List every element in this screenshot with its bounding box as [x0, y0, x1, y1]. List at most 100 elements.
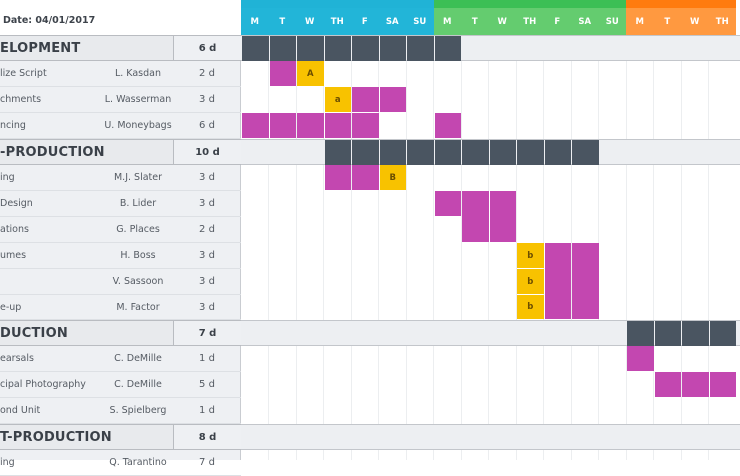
day-header[interactable]: SA: [571, 8, 599, 35]
task-bar-cell[interactable]: [572, 243, 599, 319]
task-bar-cell[interactable]: [269, 61, 296, 86]
phase-row[interactable]: DUCTION 7 d: [0, 320, 241, 346]
milestone-cell[interactable]: B: [379, 165, 406, 190]
task-bar-cell[interactable]: [462, 191, 489, 242]
task-row[interactable]: lize Script L. Kasdan 2 d: [0, 61, 241, 87]
task-row[interactable]: cipal Photography C. DeMille 5 d: [0, 372, 241, 398]
grid-line: [295, 35, 297, 460]
task-row[interactable]: Design B. Lider 3 d: [0, 191, 241, 217]
day-header[interactable]: M: [433, 8, 461, 35]
summary-bar-cell[interactable]: [297, 36, 324, 61]
summary-bar-cell[interactable]: [352, 36, 379, 61]
day-header[interactable]: SA: [378, 8, 406, 35]
summary-bar-cell[interactable]: [407, 140, 434, 165]
day-header[interactable]: SU: [406, 8, 434, 35]
summary-bar-cell[interactable]: [572, 140, 599, 165]
task-bar-cell[interactable]: [379, 87, 406, 112]
assignee: S. Spielberg: [109, 405, 167, 416]
day-header[interactable]: T: [461, 8, 489, 35]
task-row[interactable]: chments L. Wasserman 3 d: [0, 87, 241, 113]
task-bar-cell[interactable]: [352, 87, 379, 112]
grid-line: [405, 35, 407, 460]
day-header[interactable]: M: [626, 8, 654, 35]
day-header[interactable]: W: [296, 8, 324, 35]
summary-bar-cell[interactable]: [434, 140, 461, 165]
summary-bar-cell[interactable]: [324, 36, 351, 61]
day-header[interactable]: W: [488, 8, 516, 35]
duration: 2 d: [199, 224, 215, 235]
task-row[interactable]: ncing U. Moneybags 6 d: [0, 113, 241, 139]
task-name: lize Script: [0, 68, 47, 79]
summary-bar-cell[interactable]: [242, 36, 269, 61]
task-timeline-row: [241, 217, 740, 243]
grid-line: [598, 35, 599, 460]
summary-bar-cell[interactable]: [517, 140, 544, 165]
task-bar-cell[interactable]: [544, 243, 571, 319]
task-row[interactable]: earsals C. DeMille 1 d: [0, 346, 241, 372]
summary-bar-cell[interactable]: [379, 36, 406, 61]
day-header[interactable]: TH: [516, 8, 544, 35]
week-band-3: [626, 0, 736, 8]
task-bar-cell[interactable]: [654, 372, 681, 397]
task-row[interactable]: e-up M. Factor 3 d: [0, 295, 241, 320]
task-bar-cell[interactable]: [324, 165, 351, 190]
summary-bar-cell[interactable]: [627, 321, 654, 346]
task-row[interactable]: ing M.J. Slater 3 d: [0, 165, 241, 191]
phase-row[interactable]: -PRODUCTION 10 d: [0, 139, 241, 165]
day-header[interactable]: TH: [708, 8, 736, 35]
grid-line: [680, 35, 682, 460]
day-header[interactable]: M: [241, 8, 269, 35]
summary-bar-cell[interactable]: [434, 36, 461, 61]
summary-bar-cell[interactable]: [352, 140, 379, 165]
task-timeline-row: b: [241, 295, 740, 320]
task-row[interactable]: ations G. Places 2 d: [0, 217, 241, 243]
day-header[interactable]: F: [543, 8, 571, 35]
phase-row[interactable]: T-PRODUCTION 8 d: [0, 424, 241, 450]
summary-bar-cell[interactable]: [379, 140, 406, 165]
summary-bar-cell[interactable]: [489, 140, 516, 165]
summary-bar-cell[interactable]: [462, 140, 489, 165]
day-header[interactable]: F: [351, 8, 379, 35]
duration: 6 d: [173, 36, 241, 60]
day-header[interactable]: SU: [598, 8, 626, 35]
phase-row[interactable]: ELOPMENT 6 d: [0, 35, 241, 61]
summary-bar-cell[interactable]: [654, 321, 681, 346]
milestone-cell[interactable]: a: [324, 87, 351, 112]
task-bar-cell[interactable]: [352, 165, 379, 190]
task-bar-cell[interactable]: [489, 191, 516, 242]
task-bar-cell[interactable]: [297, 113, 324, 138]
task-row[interactable]: ing Q. Tarantino 7 d: [0, 450, 241, 476]
summary-bar-cell[interactable]: [682, 321, 709, 346]
assignee: B. Lider: [119, 198, 157, 209]
summary-bar-cell[interactable]: [269, 36, 296, 61]
milestone-cell[interactable]: b: [517, 269, 544, 294]
task-bar-cell[interactable]: [242, 113, 269, 138]
task-bar-cell[interactable]: [434, 113, 461, 138]
summary-bar-cell[interactable]: [544, 140, 571, 165]
milestone-cell[interactable]: A: [297, 61, 324, 86]
phase-name: -PRODUCTION: [0, 144, 105, 160]
task-bar-cell[interactable]: [682, 372, 709, 397]
task-bar-cell[interactable]: [324, 113, 351, 138]
task-bar-cell[interactable]: [709, 372, 736, 397]
task-row[interactable]: V. Sassoon 3 d: [0, 269, 241, 295]
duration: 1 d: [199, 405, 215, 416]
task-bar-cell[interactable]: [269, 113, 296, 138]
task-bar-cell[interactable]: [627, 346, 654, 371]
summary-bar-cell[interactable]: [407, 36, 434, 61]
day-header[interactable]: W: [681, 8, 709, 35]
summary-bar-cell[interactable]: [709, 321, 736, 346]
task-timeline-row: [241, 398, 740, 424]
milestone-cell[interactable]: b: [517, 243, 544, 268]
assignee: L. Kasdan: [114, 68, 162, 79]
day-header[interactable]: T: [268, 8, 296, 35]
day-header[interactable]: TH: [323, 8, 351, 35]
phase-name: T-PRODUCTION: [0, 429, 112, 445]
summary-bar-cell[interactable]: [324, 140, 351, 165]
day-header[interactable]: T: [653, 8, 681, 35]
task-bar-cell[interactable]: [352, 113, 379, 138]
task-bar-cell[interactable]: [434, 191, 461, 216]
task-row[interactable]: umes H. Boss 3 d: [0, 243, 241, 269]
task-row[interactable]: ond Unit S. Spielberg 1 d: [0, 398, 241, 424]
milestone-cell[interactable]: b: [517, 295, 544, 319]
